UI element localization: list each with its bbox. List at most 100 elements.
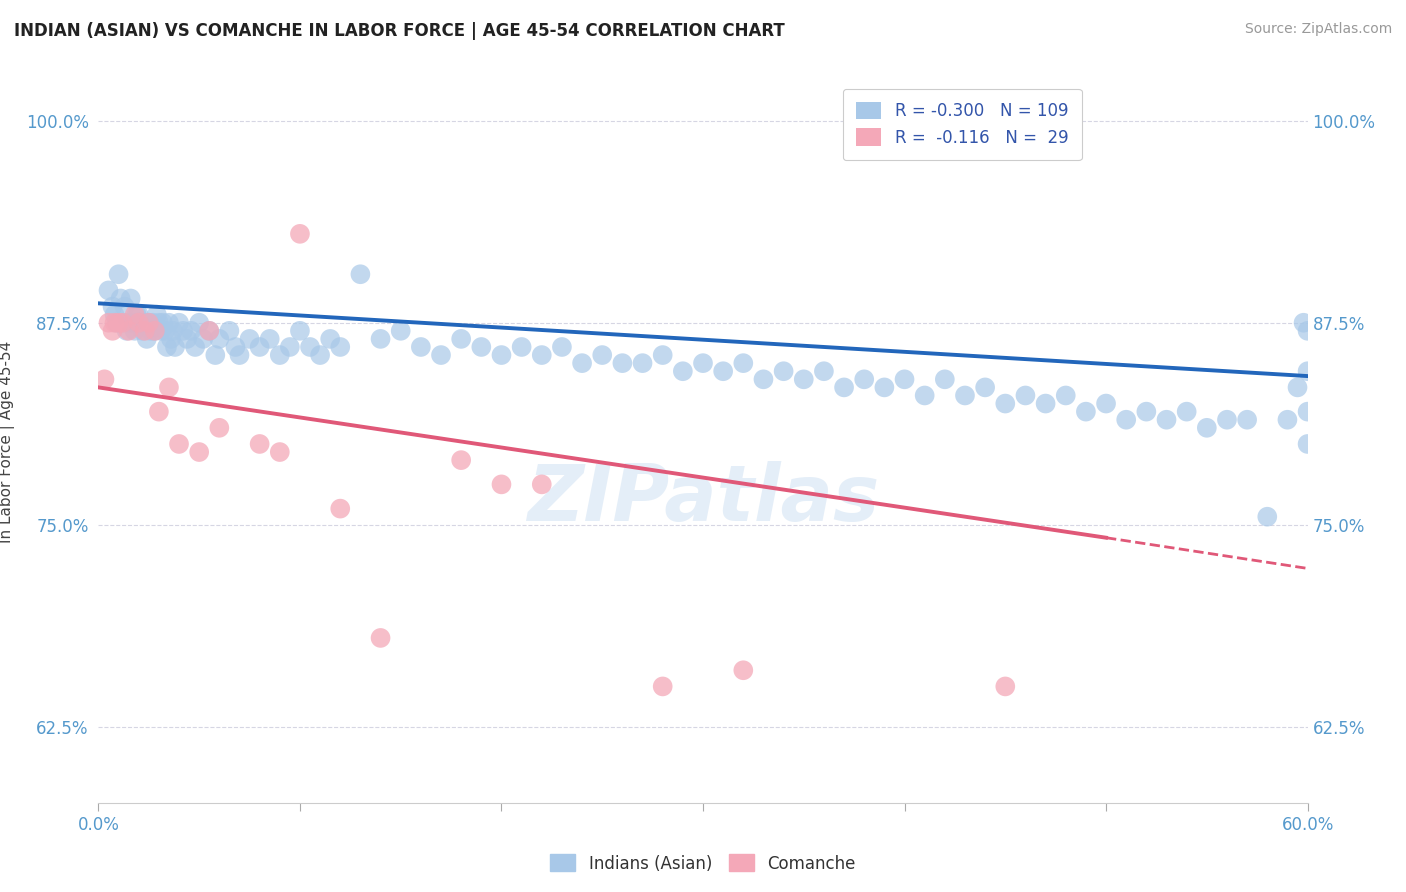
Point [1175,404,1198,418]
Point [530,477,553,491]
Point [491,348,513,362]
Point [239,332,262,346]
Point [259,332,281,346]
Point [118,324,141,338]
Point [111,316,134,330]
Point [409,340,432,354]
Point [153,324,176,338]
Point [163,340,186,354]
Point [134,324,156,338]
Point [138,316,160,330]
Point [204,348,226,362]
Point [793,372,815,386]
Point [1236,413,1258,427]
Point [132,324,155,338]
Point [249,340,271,354]
Point [148,316,170,330]
Point [1286,380,1309,394]
Point [139,324,162,338]
Point [914,388,936,402]
Point [329,501,352,516]
Point [110,292,132,306]
Point [612,356,634,370]
Point [832,380,855,394]
Point [115,324,138,338]
Point [319,332,342,346]
Point [157,380,180,394]
Text: Source: ZipAtlas.com: Source: ZipAtlas.com [1244,22,1392,37]
Point [152,316,174,330]
Point [288,324,311,338]
Point [160,332,183,346]
Point [733,663,755,677]
Point [134,316,156,330]
Text: INDIAN (ASIAN) VS COMANCHE IN LABOR FORCE | AGE 45-54 CORRELATION CHART: INDIAN (ASIAN) VS COMANCHE IN LABOR FORC… [14,22,785,40]
Point [124,308,146,322]
Point [176,332,198,346]
Point [994,396,1017,410]
Point [184,340,207,354]
Point [1115,413,1137,427]
Point [299,340,322,354]
Point [1135,404,1157,418]
Point [470,340,492,354]
Point [893,372,915,386]
Point [101,300,124,314]
Point [953,388,976,402]
Point [1156,413,1178,427]
Point [288,227,311,241]
Point [934,372,956,386]
Point [97,284,120,298]
Point [142,316,165,330]
Point [172,324,194,338]
Point [224,340,246,354]
Point [125,308,148,322]
Point [148,404,170,418]
Point [1296,324,1319,338]
Point [1296,437,1319,451]
Point [1256,509,1278,524]
Point [672,364,695,378]
Point [143,324,166,338]
Point [772,364,794,378]
Point [349,267,371,281]
Point [167,437,190,451]
Point [103,316,125,330]
Point [128,308,150,322]
Point [114,300,136,314]
Point [631,356,654,370]
Point [157,316,180,330]
Point [218,324,240,338]
Point [994,680,1017,694]
Point [1296,364,1319,378]
Point [107,316,129,330]
Point [121,316,143,330]
Point [156,340,179,354]
Point [188,445,211,459]
Point [198,324,221,338]
Point [1292,316,1315,330]
Point [1054,388,1077,402]
Point [309,348,332,362]
Point [389,324,412,338]
Point [107,267,129,281]
Point [111,316,134,330]
Point [752,372,775,386]
Point [450,332,472,346]
Point [228,348,250,362]
Legend: Indians (Asian), Comanche: Indians (Asian), Comanche [544,847,862,880]
Point [129,316,152,330]
Point [1074,404,1097,418]
Point [873,380,896,394]
Point [208,332,231,346]
Point [193,332,215,346]
Point [269,445,291,459]
Point [269,348,291,362]
Point [101,324,124,338]
Point [1095,396,1118,410]
Point [167,316,190,330]
Point [143,324,166,338]
Point [180,324,202,338]
Point [188,316,211,330]
Point [93,372,115,386]
